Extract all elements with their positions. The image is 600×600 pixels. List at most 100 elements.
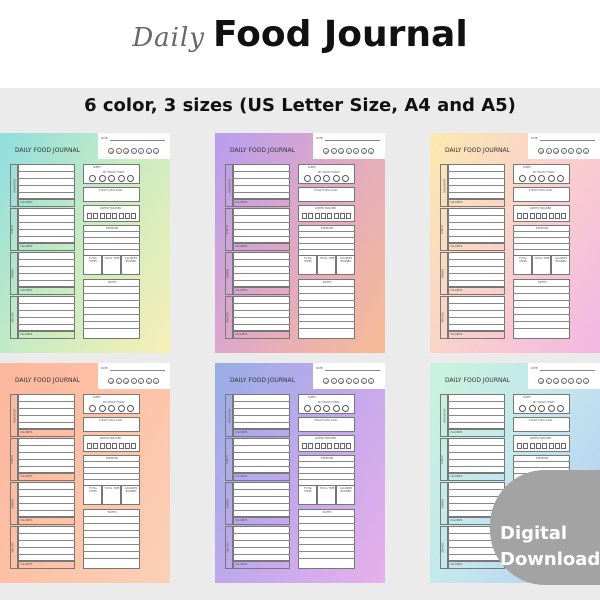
calories-label: CALORIES — [235, 475, 248, 478]
meal-strip — [225, 296, 233, 339]
mood-face-icon — [323, 175, 330, 182]
meal-line — [448, 415, 505, 416]
day-circle: F — [353, 148, 359, 154]
journal-title: DAILY FOOD JOURNAL — [445, 147, 510, 154]
day-label: S — [155, 380, 158, 384]
meal-label: SNACKS — [11, 312, 15, 323]
notes-box — [513, 279, 570, 339]
meal-line — [233, 273, 290, 274]
exercise-line — [513, 237, 570, 238]
meal-line — [448, 215, 505, 216]
meal-line — [18, 540, 75, 541]
notes-box — [83, 279, 140, 339]
sleep-label: SLEEP — [523, 166, 531, 169]
water-cup-icon — [105, 213, 111, 219]
day-circle: W — [338, 378, 344, 384]
meal-line — [448, 303, 505, 304]
meal-line — [448, 171, 505, 172]
mood-face-icon — [538, 175, 545, 182]
meal-line — [18, 554, 75, 555]
date-line — [110, 140, 165, 141]
notes-line — [83, 544, 140, 545]
water-cup-icon — [118, 443, 124, 449]
water-cup-icon — [314, 443, 320, 449]
notes-line — [83, 307, 140, 308]
meal-line — [448, 229, 505, 230]
sleep-box — [513, 394, 570, 414]
notes-line — [83, 530, 140, 531]
mood-face-icon — [98, 175, 106, 182]
journal-page: DATE: M T W T F S S DAILY FOOD JOURNAL BREAKFAST C… — [430, 133, 600, 353]
meal-box — [18, 208, 75, 243]
subtitle: 6 color, 3 sizes (US Letter Size, A4 and… — [84, 95, 516, 116]
exercise-line — [298, 237, 355, 238]
exercise-line — [298, 243, 355, 244]
water-cup-icon — [308, 213, 314, 219]
meal-label: BREAKFAST — [228, 408, 232, 423]
day-label: W — [555, 380, 559, 384]
calories-row — [233, 429, 290, 437]
day-circle: W — [123, 378, 129, 384]
meal-line — [448, 503, 505, 504]
calories-label: CALORIES — [20, 519, 33, 522]
meal-line — [233, 215, 290, 216]
goal-label: TODAY'S BIG GOAL — [529, 189, 553, 192]
day-circle: T — [345, 378, 352, 384]
total-cell — [298, 485, 317, 505]
mood-face-icon — [89, 175, 96, 182]
notes-line — [83, 286, 140, 287]
day-circle: M — [538, 148, 544, 154]
notes-line — [298, 516, 355, 517]
meal-line — [233, 171, 290, 172]
meal-line — [18, 415, 75, 416]
badge-line-2: Download — [500, 549, 600, 570]
water-cup-icon — [542, 443, 548, 449]
notes-line — [83, 300, 140, 301]
meal-line — [233, 401, 290, 402]
meal-line — [18, 266, 75, 267]
day-label: F — [570, 380, 573, 384]
notes-line — [83, 558, 140, 559]
notes-line — [298, 307, 355, 308]
exercise-line — [298, 473, 355, 474]
meal-line — [233, 496, 290, 497]
calories-label: CALORIES — [20, 245, 33, 248]
day-circle: S — [360, 148, 367, 154]
total-cell — [317, 255, 336, 275]
water-cup-icon — [327, 213, 333, 219]
day-circle: S — [368, 378, 374, 384]
day-circle: T — [330, 148, 337, 154]
meal-strip — [440, 296, 448, 339]
meal-line — [233, 280, 290, 281]
meal-box — [233, 482, 290, 517]
meal-label: LUNCH — [440, 225, 444, 234]
calories-row — [18, 429, 75, 437]
water-cup-icon — [561, 443, 567, 449]
total-cell — [336, 485, 355, 505]
meal-box — [233, 208, 290, 243]
meal-line — [18, 178, 75, 179]
meal-line — [18, 422, 75, 423]
meal-strip — [225, 252, 233, 295]
meal-line — [448, 466, 505, 467]
meal-line — [233, 222, 290, 223]
day-circle: S — [368, 148, 374, 154]
mood-face-icon — [342, 405, 349, 412]
meal-strip — [440, 164, 448, 207]
total-label: TOTAL STEPS — [304, 487, 312, 493]
goal-box — [83, 417, 140, 432]
meal-line — [448, 554, 505, 555]
exercise-line — [513, 231, 570, 232]
day-label: W — [125, 380, 129, 384]
date-box — [313, 133, 385, 159]
water-cup-icon — [320, 443, 326, 449]
meal-box — [448, 164, 505, 199]
notes-label: NOTES — [323, 511, 332, 514]
notes-line — [298, 314, 355, 315]
mood-face-icon — [519, 405, 526, 412]
calories-row — [18, 561, 75, 569]
water-cup-icon — [327, 443, 333, 449]
day-label: S — [147, 380, 150, 384]
calories-row — [18, 243, 75, 251]
meal-box — [233, 164, 290, 199]
